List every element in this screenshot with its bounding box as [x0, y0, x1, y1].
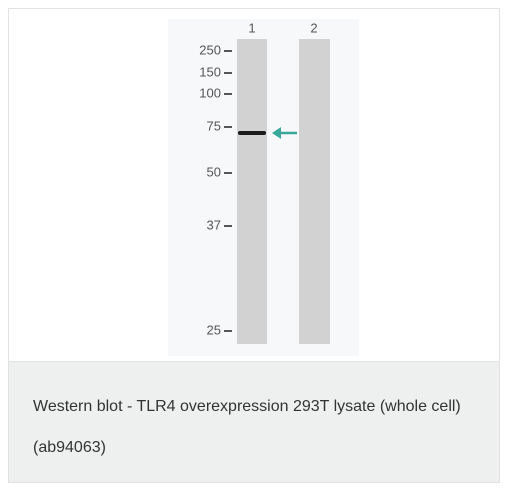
- caption-text: Western blot - TLR4 overexpression 293T …: [33, 386, 463, 468]
- marker-label: 150: [199, 64, 221, 79]
- page: {"blot": {"lane_labels": ["1", "2"], "ma…: [0, 0, 508, 491]
- marker-label: 250: [199, 42, 221, 57]
- figure-card: 1 2 250 150 100 75 50 37 25 Western blot - TLR4 …: [8, 8, 500, 483]
- marker-label: 100: [199, 85, 221, 100]
- marker-label: 50: [207, 164, 221, 179]
- lane-2: [299, 39, 330, 344]
- marker-label: 75: [207, 118, 221, 133]
- band: [238, 131, 266, 135]
- marker-label: 37: [207, 217, 221, 232]
- caption-area: Western blot - TLR4 overexpression 293T …: [9, 362, 499, 482]
- lane-label: 1: [248, 20, 255, 35]
- lane-label: 2: [310, 20, 317, 35]
- figure-image-area: 1 2 250 150 100 75 50 37 25: [9, 9, 499, 362]
- western-blot-image: 1 2 250 150 100 75 50 37 25: [9, 9, 499, 361]
- lane-1: [237, 39, 267, 344]
- marker-label: 25: [207, 322, 221, 337]
